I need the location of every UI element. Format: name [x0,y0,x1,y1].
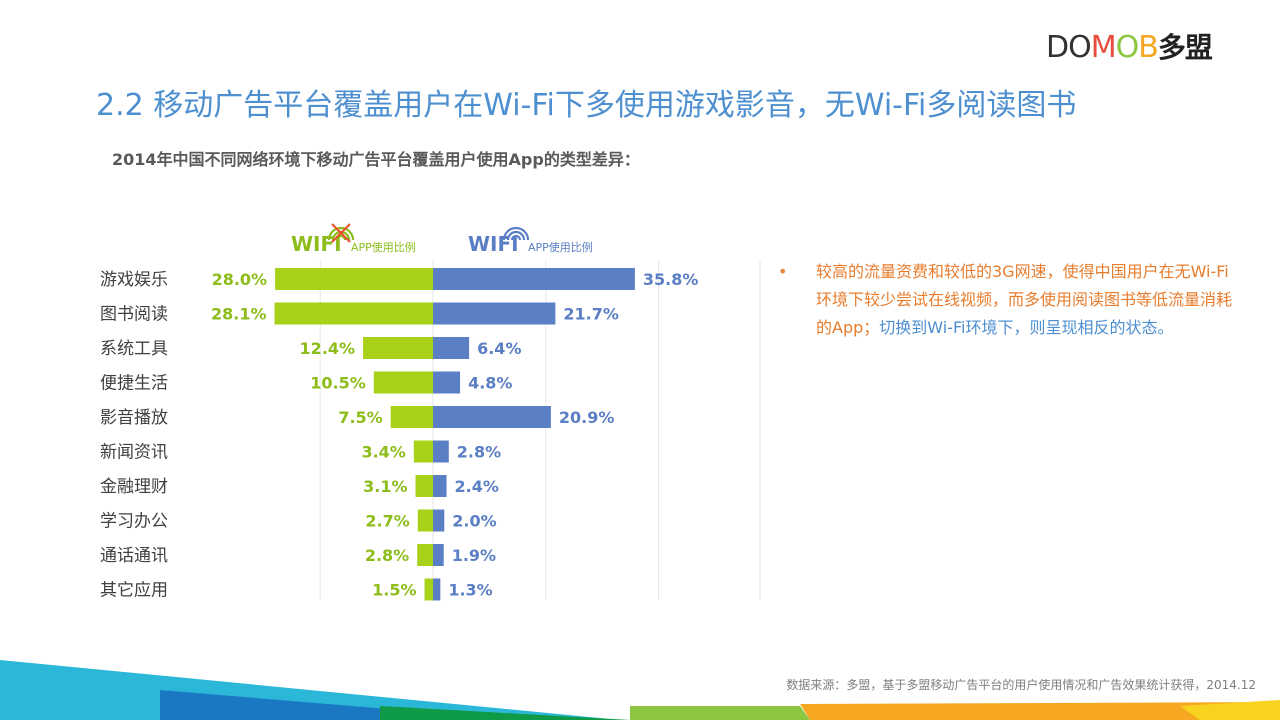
bar-wifi [433,509,445,532]
footer-stripe-cyan [0,660,620,720]
legend-cross-icon [331,223,351,243]
bar-no-wifi [390,406,433,428]
logo-letter: M [1090,30,1117,65]
bullet-text-part2: 切换到Wi-Fi环境下，则呈现相反的状态。 [879,318,1174,337]
page-title: 2.2 移动广告平台覆盖用户在Wi-Fi下多使用游戏影音，无Wi-Fi多阅读图书 [96,88,1077,123]
value-label-wifi: 4.8% [468,374,512,393]
value-label-wifi: 2.4% [455,477,499,496]
category-label: 金融理财 [100,477,168,497]
bar-wifi [433,440,449,463]
bar-no-wifi [274,302,433,325]
footer-stripe-lime [630,706,810,720]
value-label-no-wifi: 3.4% [361,443,405,462]
value-label-wifi: 20.9% [559,408,615,427]
bar-no-wifi [417,544,433,566]
value-label-wifi: 1.3% [448,581,492,600]
category-label: 图书阅读 [100,305,168,325]
domob-logo: DOMOB多盟 [1046,30,1213,66]
logo-letter: O [1115,30,1140,65]
legend-no-wifi-icon [327,226,355,241]
category-label: 系统工具 [100,339,168,359]
value-label-no-wifi: 28.1% [211,305,267,324]
source-note: 数据来源：多盟，基于多盟移动广告平台的用户使用情况和广告效果统计获得，2014.… [786,678,1256,692]
value-label-wifi: 2.0% [452,512,496,531]
chart-subtitle: 2014年中国不同网络环境下移动广告平台覆盖用户使用App的类型差异： [112,150,640,169]
logo-letter: D [1046,30,1069,65]
value-label-wifi: 21.7% [563,305,619,324]
category-label: 通话通讯 [100,546,168,566]
category-label: 影音播放 [100,408,168,428]
footer-stripe-yellow [1180,700,1280,720]
bar-wifi [433,337,470,359]
legend-wifi-icon [506,230,526,241]
value-label-no-wifi: 10.5% [310,374,366,393]
value-label-wifi: 1.9% [452,546,496,565]
value-label-wifi: 2.8% [457,443,501,462]
value-label-no-wifi: 2.8% [365,546,409,565]
footer-stripe-orange [800,702,1280,720]
bar-wifi [433,371,461,394]
bar-no-wifi [424,578,433,601]
bar-wifi [433,578,441,601]
bullet-marker: • [778,262,788,281]
value-label-wifi: 35.8% [643,270,699,289]
legend-wifi-icon [502,226,530,241]
bar-wifi [433,475,447,497]
legend-no-wifi-icon [335,234,347,241]
value-label-no-wifi: 28.0% [212,270,268,289]
legend-wifi-label: APP使用比例 [528,240,593,254]
category-label: 其它应用 [100,581,168,601]
value-label-wifi: 6.4% [477,339,521,358]
bar-no-wifi [415,475,433,497]
value-label-no-wifi: 7.5% [338,408,382,427]
bar-wifi [433,302,556,325]
bullet-text: 较高的流量资费和较低的3G网速，使得中国用户在无Wi-Fi环境下较少尝试在线视频… [816,258,1236,342]
bar-wifi [433,268,635,290]
bar-no-wifi [275,268,433,290]
bar-no-wifi [417,509,433,532]
category-label: 游戏娱乐 [100,270,168,290]
category-label: 便捷生活 [100,374,168,394]
value-label-no-wifi: 1.5% [372,581,416,600]
value-label-no-wifi: 2.7% [365,512,409,531]
logo-letter: 多盟 [1157,31,1213,64]
bar-no-wifi [413,440,433,463]
value-label-no-wifi: 3.1% [363,477,407,496]
bar-no-wifi [363,337,433,359]
legend-no-wifi-label: APP使用比例 [351,240,416,254]
legend-wifi-icon [510,234,522,241]
bar-no-wifi [373,371,433,394]
bar-wifi [433,544,444,566]
value-label-no-wifi: 12.4% [300,339,356,358]
footer-stripe-green [380,706,630,720]
logo-letter: B [1138,30,1159,65]
bullet-text-part1: 较高的流量资费和较低的3G网速，使得中国用户在无Wi-Fi环境下较少尝试在线视频… [816,262,1233,337]
category-label: 新闻资讯 [100,443,168,463]
logo-letter: O [1068,30,1092,65]
category-label: 学习办公 [100,512,168,532]
bar-wifi [433,406,551,428]
